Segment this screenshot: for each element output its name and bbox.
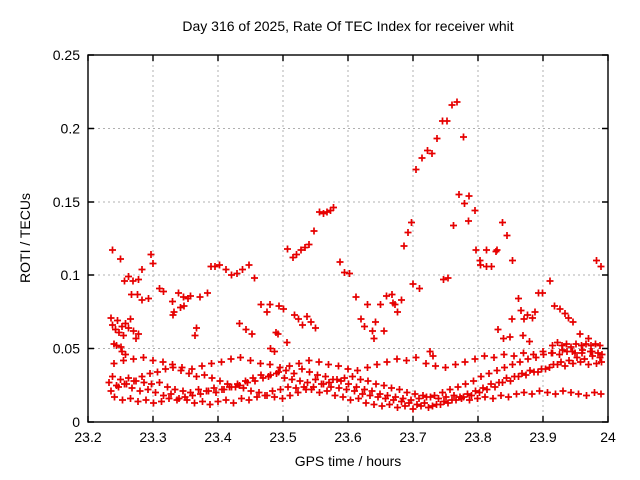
svg-text:0.25: 0.25: [53, 47, 80, 63]
axis-frame: [87, 54, 609, 423]
svg-text:23.7: 23.7: [399, 429, 426, 445]
svg-text:23.3: 23.3: [139, 429, 166, 445]
svg-text:23.4: 23.4: [204, 429, 231, 445]
svg-text:23.5: 23.5: [269, 429, 296, 445]
svg-text:23.8: 23.8: [464, 429, 491, 445]
chart-title: Day 316 of 2025, Rate Of TEC Index for r…: [182, 18, 514, 34]
svg-text:24: 24: [600, 429, 616, 445]
y-axis-label: ROTI / TECUs: [17, 193, 33, 283]
x-tick-labels: 23.2 23.3 23.4 23.5 23.6 23.7 23.8 23.9 24: [74, 429, 616, 445]
gridlines: [88, 55, 608, 422]
svg-text:0.05: 0.05: [53, 341, 80, 357]
svg-text:23.2: 23.2: [74, 429, 101, 445]
svg-text:0.15: 0.15: [53, 194, 80, 210]
svg-text:0.2: 0.2: [61, 121, 81, 137]
svg-text:23.9: 23.9: [529, 429, 556, 445]
svg-text:0: 0: [72, 414, 80, 430]
x-axis-label: GPS time / hours: [294, 453, 402, 469]
scatter-points: [105, 98, 606, 413]
svg-text:0.1: 0.1: [61, 267, 81, 283]
svg-text:23.6: 23.6: [334, 429, 361, 445]
y-tick-labels: 0 0.05 0.1 0.15 0.2 0.25: [53, 47, 80, 430]
